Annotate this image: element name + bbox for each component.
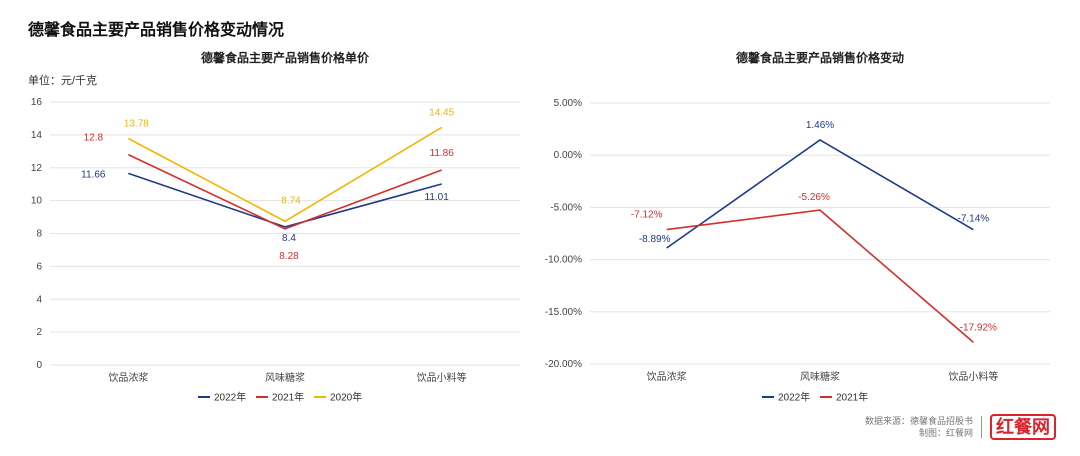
- data-label: 11.86: [430, 148, 455, 159]
- x-tick-label: 风味糖浆: [800, 370, 840, 383]
- data-label: -7.12%: [631, 210, 663, 221]
- y-tick-label: 14: [31, 130, 43, 141]
- y-tick-label: 2: [36, 327, 42, 338]
- legend-label: 2022年: [778, 391, 810, 404]
- series-line-1: [127, 153, 442, 230]
- maker-text: 制图：红餐网: [918, 428, 973, 438]
- legend-label: 2021年: [272, 391, 304, 404]
- x-tick-label: 饮品小料等: [417, 371, 467, 384]
- credits: 数据来源：德馨食品招股书 制图：红餐网: [865, 415, 973, 439]
- series-line-2: [127, 126, 443, 223]
- data-label: -7.14%: [957, 214, 989, 225]
- legend-label: 2022年: [214, 391, 246, 404]
- y-tick-label: 8: [36, 229, 42, 240]
- data-label: 1.46%: [806, 120, 834, 131]
- chart-title: 德馨食品主要产品销售价格变动: [736, 50, 904, 65]
- data-label: 8.28: [279, 251, 299, 262]
- page-title: 德馨食品主要产品销售价格变动情况: [28, 22, 285, 39]
- y-tick-label: -10.00%: [545, 255, 582, 266]
- series-line-1: [666, 209, 974, 343]
- y-tick-label: 12: [31, 163, 43, 174]
- series-line-0: [666, 139, 974, 249]
- x-tick-label: 风味糖浆: [265, 371, 305, 384]
- data-label: 11.66: [81, 169, 106, 180]
- data-label: -17.92%: [960, 322, 997, 333]
- data-label: 13.78: [124, 118, 149, 129]
- legend-label: 2020年: [330, 391, 362, 404]
- y-tick-label: -5.00%: [550, 202, 582, 213]
- x-tick-label: 饮品小料等: [948, 370, 998, 383]
- y-tick-label: -20.00%: [545, 359, 582, 370]
- footer: 数据来源：德馨食品招股书 制图：红餐网 红餐网: [865, 414, 1056, 440]
- y-tick-label: 16: [31, 97, 43, 108]
- brand-logo: 红餐网: [990, 414, 1056, 440]
- data-label: 8.4: [282, 233, 296, 244]
- chart-price-change: 德馨食品主要产品销售价格变动 -20.00% -15.00% -10.00% -5.00…: [545, 50, 1050, 404]
- data-label: 8.74: [281, 195, 301, 206]
- x-tick-label: 饮品浓浆: [108, 371, 148, 384]
- y-tick-label: 4: [36, 294, 42, 305]
- data-label: -5.26%: [798, 192, 830, 203]
- y-tick-label: 6: [36, 261, 42, 272]
- unit-label: 单位：元/千克: [28, 73, 97, 87]
- x-tick-label: 饮品浓浆: [647, 370, 687, 383]
- y-tick-label: 0.00%: [554, 150, 582, 161]
- legend-label: 2021年: [836, 391, 868, 404]
- chart-title: 德馨食品主要产品销售价格单价: [201, 50, 370, 65]
- data-label: -8.89%: [639, 234, 671, 245]
- source-text: 数据来源：德馨食品招股书: [864, 416, 973, 426]
- y-tick-label: 10: [31, 196, 43, 207]
- y-tick-label: 5.00%: [554, 98, 582, 109]
- series-line-0: [128, 172, 442, 228]
- data-label: 14.45: [429, 107, 454, 118]
- y-tick-label: -15.00%: [545, 307, 582, 318]
- data-label: 11.01: [425, 192, 450, 203]
- footer-divider: [981, 416, 982, 438]
- data-label: 12.8: [84, 133, 104, 144]
- y-tick-label: 0: [36, 360, 42, 371]
